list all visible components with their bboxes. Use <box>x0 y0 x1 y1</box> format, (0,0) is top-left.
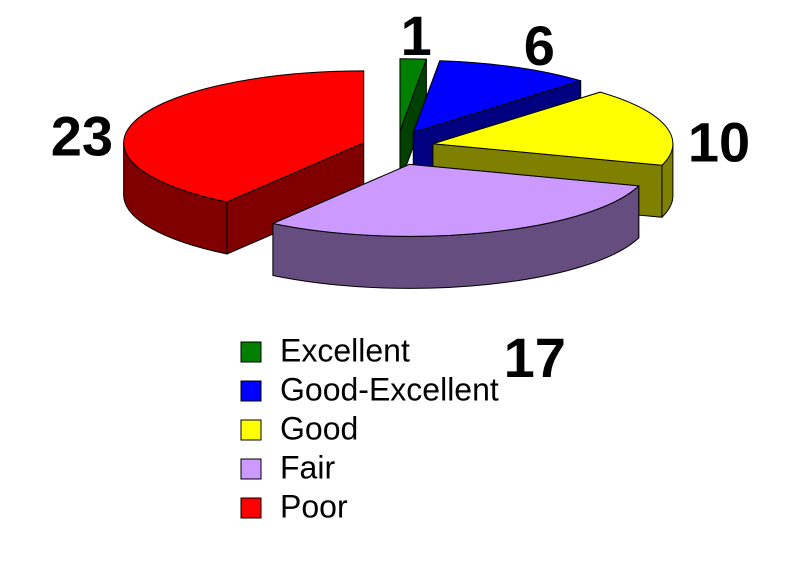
legend-label: Poor <box>280 488 348 524</box>
legend-swatch <box>240 497 262 519</box>
legend-swatch <box>240 380 262 402</box>
data-label: 6 <box>524 14 555 77</box>
legend-label: Excellent <box>280 332 410 368</box>
legend-swatch <box>240 458 262 480</box>
data-label: 10 <box>688 110 750 173</box>
slice <box>399 58 427 132</box>
data-label: 23 <box>51 105 113 168</box>
legend-swatch <box>240 341 262 363</box>
slice <box>272 163 640 237</box>
legend-label: Good-Excellent <box>280 371 499 407</box>
legend-label: Fair <box>280 449 335 485</box>
legend-label: Good <box>280 410 358 446</box>
data-label: 17 <box>504 326 566 389</box>
slice <box>123 70 365 203</box>
data-label: 1 <box>401 4 432 67</box>
legend-swatch <box>240 419 262 441</box>
slice <box>432 91 674 166</box>
slice <box>412 60 582 133</box>
